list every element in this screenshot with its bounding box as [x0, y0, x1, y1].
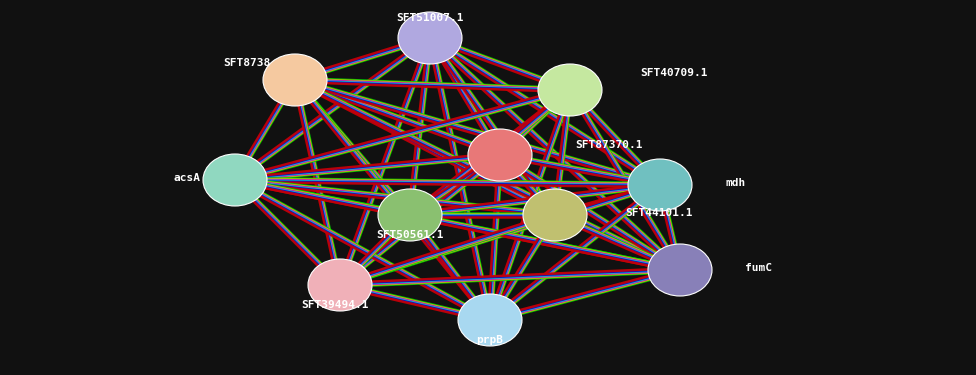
Text: SFT50561.1: SFT50561.1	[377, 230, 444, 240]
Text: SFT39494.1: SFT39494.1	[302, 300, 369, 310]
Ellipse shape	[203, 154, 267, 206]
Ellipse shape	[263, 54, 327, 106]
Text: SFT8738: SFT8738	[223, 58, 270, 68]
Ellipse shape	[458, 294, 522, 346]
Ellipse shape	[523, 189, 587, 241]
Text: SFT87370.1: SFT87370.1	[575, 140, 642, 150]
Ellipse shape	[538, 64, 602, 116]
Ellipse shape	[628, 159, 692, 211]
Ellipse shape	[378, 189, 442, 241]
Ellipse shape	[648, 244, 712, 296]
Text: mdh: mdh	[725, 178, 746, 188]
Ellipse shape	[398, 12, 462, 64]
Ellipse shape	[308, 259, 372, 311]
Text: SFT40709.1: SFT40709.1	[640, 68, 708, 78]
Text: acsA: acsA	[173, 173, 200, 183]
Ellipse shape	[468, 129, 532, 181]
Text: prpB: prpB	[476, 335, 504, 345]
Text: SFT51007.1: SFT51007.1	[396, 13, 464, 23]
Text: SFT44101.1: SFT44101.1	[625, 208, 693, 218]
Text: fumC: fumC	[745, 263, 772, 273]
